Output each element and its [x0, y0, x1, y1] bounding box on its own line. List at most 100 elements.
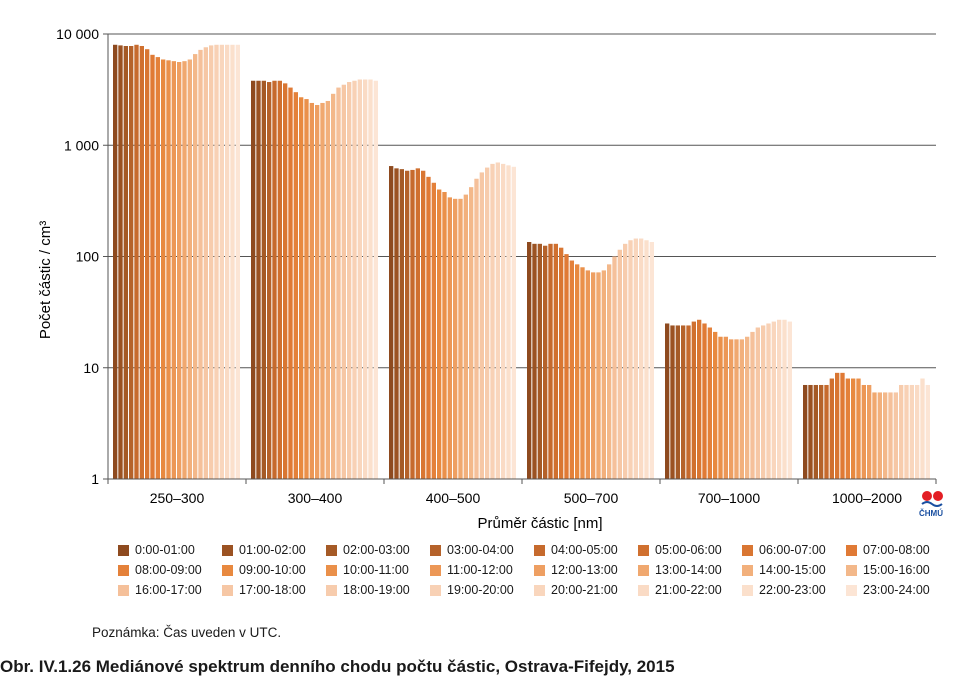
legend-swatch: [846, 544, 857, 556]
legend-swatch: [118, 564, 129, 576]
particle-spectrum-chart: 1 10 100 1 000 10 000 250–300 300–400 400–500 5…: [37, 26, 937, 532]
y-tick-label: 100: [76, 249, 100, 265]
bar: [739, 339, 744, 479]
bar: [644, 240, 649, 479]
legend-swatch: [430, 584, 441, 596]
bar: [463, 194, 468, 480]
legend-swatch: [638, 584, 649, 596]
legend-item: 07:00-08:00: [846, 541, 950, 559]
note: Poznámka: Čas uveden v UTC.: [92, 625, 282, 640]
bar: [251, 80, 256, 479]
bar: [861, 384, 866, 479]
bar: [755, 327, 760, 479]
bar: [729, 339, 734, 479]
bar: [389, 166, 394, 479]
legend-item: 17:00-18:00: [222, 581, 326, 599]
bar: [161, 59, 166, 480]
legend-item: 10:00-11:00: [326, 561, 430, 579]
chmu-logo-icon: [921, 491, 943, 507]
bar: [145, 49, 150, 480]
bar: [904, 384, 909, 479]
bar: [293, 92, 298, 480]
x-tick-label: 700–1000: [698, 490, 761, 506]
bar: [601, 270, 606, 479]
bar: [899, 384, 904, 479]
bar: [230, 44, 235, 479]
bar: [723, 336, 728, 479]
bar: [235, 44, 240, 479]
bar: [431, 182, 436, 479]
bar: [331, 93, 336, 479]
legend-item: 0:00-01:00: [118, 541, 222, 559]
legend-label: 12:00-13:00: [551, 563, 618, 577]
bar: [559, 247, 564, 479]
legend-swatch: [222, 584, 233, 596]
bar: [787, 321, 792, 479]
bar: [777, 319, 782, 479]
legend-item: 12:00-13:00: [534, 561, 638, 579]
legend-swatch: [534, 584, 545, 596]
bar: [437, 189, 442, 479]
legend-label: 03:00-04:00: [447, 543, 514, 557]
legend-swatch: [742, 584, 753, 596]
legend-item: 09:00-10:00: [222, 561, 326, 579]
bar: [315, 105, 320, 479]
legend-item: 14:00-15:00: [742, 561, 846, 579]
bar: [209, 45, 214, 479]
bar: [808, 384, 813, 479]
bar: [585, 270, 590, 479]
bar: [920, 378, 925, 479]
bar: [347, 82, 352, 479]
legend-label: 08:00-09:00: [135, 563, 202, 577]
bar: [288, 87, 293, 479]
legend-swatch: [742, 544, 753, 556]
bar: [829, 378, 834, 479]
bar: [872, 392, 877, 479]
bar: [219, 44, 224, 479]
bar: [426, 176, 431, 479]
legend-swatch: [222, 544, 233, 556]
y-tick-label: 1: [91, 471, 99, 487]
bar: [691, 321, 696, 479]
legend-swatch: [846, 584, 857, 596]
bar: [405, 170, 410, 480]
legend-swatch: [534, 544, 545, 556]
bar: [469, 187, 474, 479]
bar: [511, 166, 516, 479]
bar: [686, 325, 691, 479]
legend-swatch: [638, 544, 649, 556]
legend-label: 22:00-23:00: [759, 583, 826, 597]
legend-label: 17:00-18:00: [239, 583, 306, 597]
legend-item: 20:00-21:00: [534, 581, 638, 599]
bar: [320, 102, 325, 479]
bar: [336, 87, 341, 479]
bar: [299, 97, 304, 479]
legend-label: 02:00-03:00: [343, 543, 410, 557]
bar: [750, 331, 755, 479]
bar: [649, 242, 654, 479]
bar: [399, 169, 404, 479]
bar: [198, 49, 203, 480]
legend-label: 15:00-16:00: [863, 563, 930, 577]
bar: [745, 336, 750, 479]
bar: [214, 44, 219, 479]
bar: [543, 245, 548, 479]
bar: [670, 325, 675, 479]
bar: [442, 192, 447, 479]
bar: [564, 254, 569, 479]
x-tick-label: 500–700: [564, 490, 619, 506]
bar: [325, 100, 330, 479]
legend-label: 07:00-08:00: [863, 543, 930, 557]
legend-label: 10:00-11:00: [343, 563, 409, 577]
legend-swatch: [118, 544, 129, 556]
bar: [537, 243, 542, 479]
bar: [713, 331, 718, 479]
bar: [766, 323, 771, 479]
legend-item: 18:00-19:00: [326, 581, 430, 599]
legend-label: 0:00-01:00: [135, 543, 195, 557]
gridlines: [108, 33, 936, 369]
legend-item: 22:00-23:00: [742, 581, 846, 599]
bar: [187, 59, 192, 480]
bar: [267, 82, 272, 479]
legend-label: 05:00-06:00: [655, 543, 722, 557]
